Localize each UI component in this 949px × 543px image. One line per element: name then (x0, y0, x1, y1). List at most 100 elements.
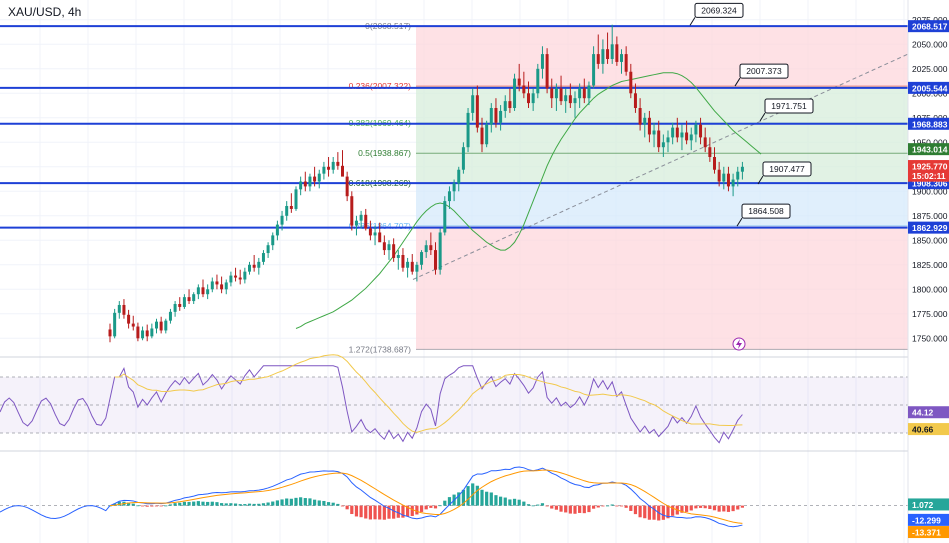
lightning-icon-bolt (736, 339, 742, 349)
candle (229, 271, 233, 287)
price-badge-bg (908, 143, 949, 156)
level-badge-bg (908, 117, 949, 130)
callout-label: 1864.508 (748, 206, 784, 216)
callout-box (694, 2, 744, 18)
price-tick-label: 1950.000 (912, 137, 948, 147)
candle-body (517, 78, 521, 86)
candle-body (573, 98, 577, 104)
candle-body (531, 93, 535, 104)
candle-body (606, 49, 610, 59)
candle (131, 315, 135, 331)
macd-histogram-bar (424, 505, 428, 510)
macd-histogram-bar (671, 505, 675, 516)
macd-histogram-bar (489, 492, 493, 506)
candle (494, 98, 498, 128)
candle-body (359, 214, 363, 221)
rsi-pane[interactable]: 60.00 (0, 354, 936, 444)
fib-zone (416, 183, 908, 226)
macd-histogram-bar (326, 502, 331, 506)
candle-body (401, 255, 405, 268)
macd-histogram-bar (206, 501, 210, 506)
candle-body (592, 54, 596, 86)
candle (210, 277, 214, 293)
fib-zone (416, 153, 908, 184)
candle (480, 117, 484, 153)
candle (150, 323, 154, 339)
candle-body (266, 245, 270, 254)
candle-body (308, 176, 312, 187)
candle (610, 24, 614, 64)
fibonacci-retracement[interactable]: 0(2068.517)0.236(2007.322)0.382(1969.464… (349, 21, 908, 354)
candle-body (373, 232, 377, 236)
candle-body (578, 88, 582, 99)
candle-body (722, 173, 726, 182)
candle-body (257, 261, 261, 268)
candle (368, 220, 372, 241)
candle (392, 238, 396, 262)
candle-body (155, 321, 158, 329)
candle-body (643, 117, 647, 125)
lightning-icon (732, 337, 746, 351)
candle-body (675, 127, 679, 138)
fib-level-label: 0.5(1938.867) (358, 148, 411, 158)
macd-histogram-bar (392, 505, 396, 519)
candle (601, 39, 605, 74)
candle-body (731, 179, 735, 187)
macd-histogram-bar (350, 505, 354, 515)
symbol-title[interactable]: XAU/USD, 4h (8, 5, 82, 19)
level-badge: 2068.517 (912, 22, 948, 32)
price-pane[interactable]: 2069.324 2007.373 1971.751 1907.477 1864.508 (0, 2, 909, 351)
candle (401, 248, 405, 272)
candle (438, 228, 442, 275)
candle-body (117, 304, 121, 313)
macd-histogram-bar (512, 498, 517, 506)
macd-histogram-bar (359, 505, 363, 518)
candle-body (336, 161, 340, 166)
candle-body (443, 201, 447, 233)
macd-histogram-bar (113, 503, 117, 506)
candle (740, 161, 744, 180)
macd-histogram-bar (443, 500, 447, 506)
callout-leader (734, 77, 741, 87)
candle (345, 171, 349, 202)
candle-body (141, 330, 145, 339)
macd-histogram-bar (494, 495, 498, 506)
macd-histogram-bar (698, 505, 703, 508)
macd-histogram-bar (308, 498, 312, 506)
level-badge: 1968.883 (912, 119, 948, 129)
candle (201, 279, 205, 298)
candle-body (554, 88, 558, 99)
candle-body (424, 245, 428, 253)
candle (248, 261, 251, 275)
candle (434, 242, 437, 275)
macd-histogram-bar (726, 505, 731, 512)
price-axis[interactable]: 2075.0002050.0002025.0002000.0001975.000… (907, 0, 949, 543)
candle (285, 201, 289, 221)
macd-histogram-bar (275, 500, 279, 506)
candle (680, 124, 684, 151)
macd-histogram-bar (340, 505, 345, 507)
macd-histogram-bar (336, 503, 340, 506)
candle-body (740, 166, 744, 172)
candle (280, 210, 284, 231)
price-tick-label: 2075.000 (912, 15, 948, 25)
candle (647, 110, 651, 143)
candle (489, 103, 493, 133)
candle-body (550, 88, 554, 99)
macd-histogram-bar (531, 505, 535, 507)
candle-body (657, 130, 661, 148)
macd-histogram-bar (550, 505, 554, 509)
fib-level-label: 1.272(1738.687) (349, 344, 412, 354)
candle (536, 63, 540, 99)
macd-histogram-bar (140, 505, 145, 507)
macd-histogram-bar (573, 505, 577, 514)
candle (364, 208, 368, 231)
fib-level-label: 0.236(2007.322) (349, 81, 412, 91)
candle-body (122, 304, 126, 315)
callout-box (741, 203, 791, 219)
macd-histogram-bar (485, 491, 489, 506)
callout-leader (736, 217, 743, 227)
candle-body (145, 330, 149, 337)
